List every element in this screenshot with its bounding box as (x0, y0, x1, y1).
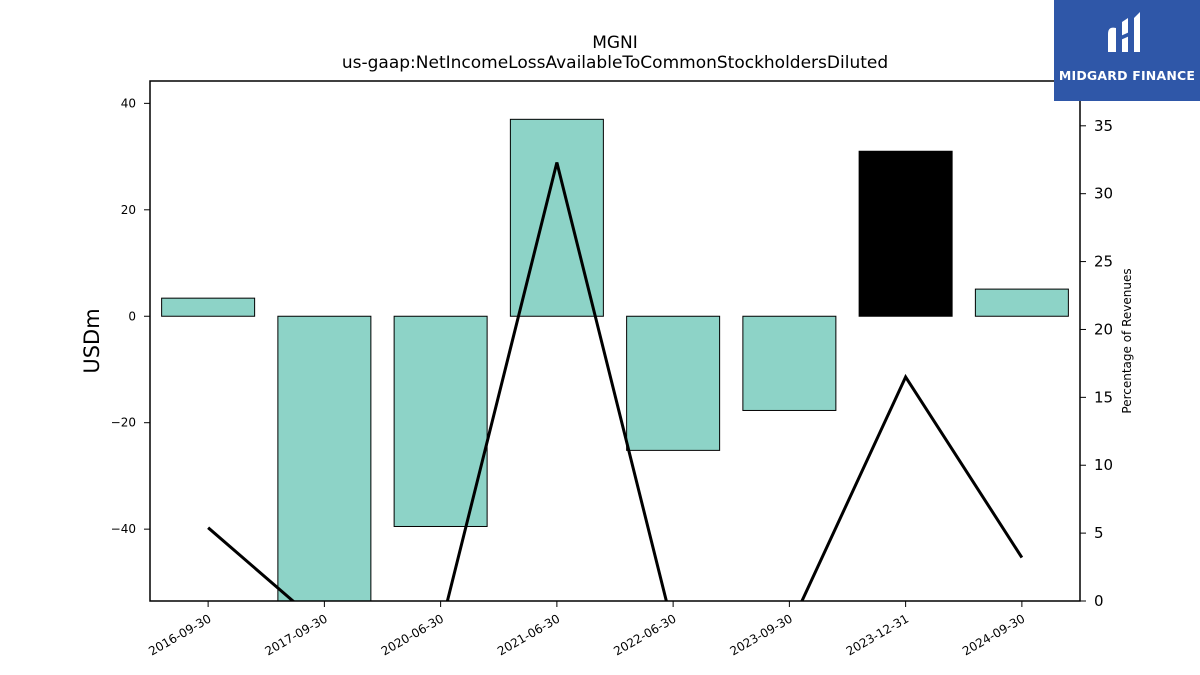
line-series (207, 162, 1024, 601)
bar-2020-06-30 (393, 315, 488, 527)
bar-2016-09-30 (161, 297, 256, 317)
y-axis-label: USDm (80, 308, 104, 373)
bar-2024-09-30 (974, 288, 1069, 317)
x-tick-label: 2020-06-30 (379, 611, 446, 658)
x-tick-label: 2021-06-30 (495, 611, 562, 658)
y-right-tick-label: 30 (1094, 185, 1113, 203)
bar-2022-06-30 (626, 315, 721, 451)
y-tick-label: 0 (128, 309, 136, 323)
logo-mark-icon (1108, 12, 1140, 52)
y-right-tick-label: 25 (1094, 253, 1113, 271)
y-right-tick-label: 15 (1094, 388, 1113, 406)
y-tick-label: −40 (111, 522, 136, 536)
x-tick-label: 2023-12-31 (844, 611, 911, 658)
plot-frame (149, 80, 1081, 602)
x-tick-label: 2016-09-30 (146, 611, 213, 658)
bar-2023-12-31 (858, 150, 953, 317)
x-tick-label: 2024-09-30 (960, 611, 1027, 658)
y-tick-label: 20 (121, 203, 136, 217)
y-right-tick-label: 5 (1094, 524, 1104, 542)
y-tick-label: −20 (111, 416, 136, 430)
bar-2017-09-30 (277, 315, 372, 601)
plot-area: −40 −20 0 20 40 0 5 10 15 20 25 30 35 2016-09-30 2017-… (111, 80, 1113, 658)
y-right-tick-label: 10 (1094, 456, 1113, 474)
y-axis-right-label: Percentage of Revenues (1120, 268, 1134, 413)
y-right-tick-label: 35 (1094, 117, 1113, 135)
brand-name: MIDGARD FINANCE (1058, 68, 1196, 83)
chart-subtitle: us-gaap:NetIncomeLossAvailableToCommonSt… (342, 53, 888, 73)
y-right-tick-label: 0 (1094, 592, 1104, 610)
x-tick-label: 2017-09-30 (262, 611, 329, 658)
y-right-tick-label: 20 (1094, 320, 1113, 338)
bar-2023-09-30 (742, 315, 837, 411)
x-tick-label: 2023-09-30 (727, 611, 794, 658)
y-tick-label: 40 (121, 96, 136, 110)
brand-logo: MIDGARD FINANCE (1054, 0, 1200, 101)
chart-title: MGNI (592, 33, 638, 53)
x-tick-label: 2022-06-30 (611, 611, 678, 658)
